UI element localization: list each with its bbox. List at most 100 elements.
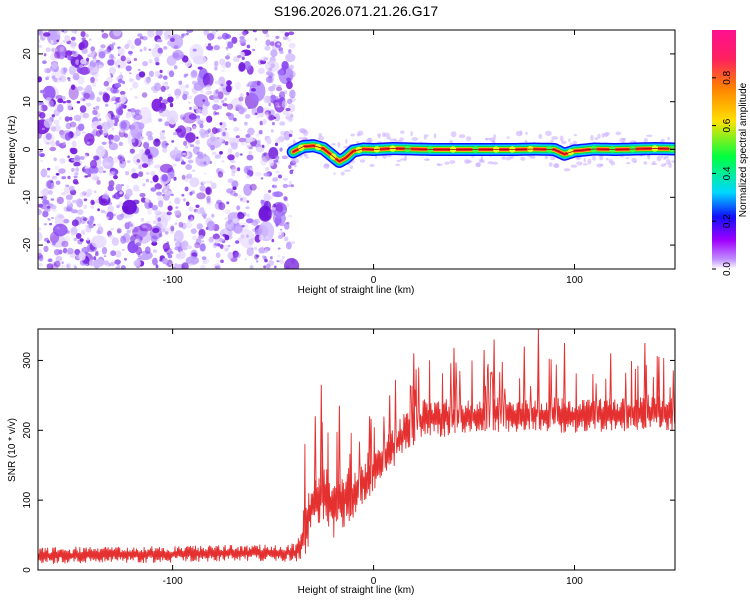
noise-blob (196, 192, 206, 200)
halo-blob (356, 133, 361, 137)
noise-blob (174, 197, 181, 205)
noise-blob (112, 30, 122, 37)
noise-blob (116, 214, 124, 221)
noise-blob (76, 100, 81, 104)
noise-blob (156, 191, 163, 196)
noise-blob (108, 234, 115, 240)
noise-blob (227, 41, 234, 49)
noise-blob (251, 87, 256, 92)
noise-blob (138, 71, 146, 78)
noise-blob (124, 257, 127, 261)
snr-spike (319, 384, 323, 503)
noise-blob (167, 96, 174, 103)
noise-blob (75, 59, 80, 65)
noise-blob (176, 125, 186, 138)
noise-blob (95, 258, 105, 267)
noise-blob (193, 82, 204, 91)
noise-blob (71, 30, 78, 34)
noise-blob (38, 30, 44, 35)
y-tick-label: 200 (22, 422, 33, 439)
noise-blob (211, 213, 215, 218)
noise-blob (259, 120, 263, 126)
noise-blob (40, 195, 48, 201)
noise-blob (154, 164, 161, 169)
noise-blob (231, 36, 238, 44)
noise-blob (220, 83, 224, 87)
y-tick-label: 20 (22, 48, 33, 60)
noise-blob (86, 141, 90, 145)
noise-blob (289, 64, 294, 70)
noise-blob (110, 250, 116, 257)
noise-blob (269, 41, 275, 47)
noise-blob (126, 185, 130, 189)
noise-blob (75, 167, 79, 173)
noise-blob (41, 127, 46, 131)
noise-blob (201, 256, 207, 260)
x-tick-label: -100 (163, 275, 183, 286)
noise-blob (52, 261, 55, 265)
noise-blob (246, 174, 251, 179)
noise-blob (185, 132, 196, 143)
noise-blob (90, 159, 97, 169)
y-tick-label: 10 (22, 96, 33, 108)
noise-blob (94, 252, 99, 257)
colorbar-ticks: 0.0 0.2 0.4 0.6 0.8 (712, 70, 733, 276)
noise-blob (101, 121, 111, 130)
noise-blob (285, 53, 296, 63)
halo-blob (671, 160, 675, 163)
noise-blob (124, 171, 130, 176)
noise-blob (181, 114, 185, 117)
noise-blob (230, 142, 238, 150)
noise-blob (288, 31, 295, 36)
noise-blob (132, 81, 139, 89)
halo-blob (449, 160, 456, 164)
noise-blob (183, 73, 187, 78)
noise-blob (83, 154, 88, 158)
noise-blob (98, 118, 102, 122)
noise-blob (52, 223, 68, 237)
noise-blob (209, 180, 213, 185)
noise-blob (232, 250, 239, 258)
halo-blob (436, 163, 443, 167)
noise-blob (232, 218, 239, 224)
noise-blob (106, 46, 112, 53)
noise-blob (179, 250, 186, 259)
noise-blob (154, 70, 160, 78)
noise-blob (286, 112, 294, 123)
noise-blob (39, 101, 44, 106)
halo-blob (464, 159, 471, 164)
noise-blob (38, 263, 43, 267)
noise-blob (271, 121, 275, 126)
noise-blob (247, 127, 255, 136)
noise-blob (139, 148, 145, 155)
noise-blob (133, 259, 141, 267)
noise-blob (282, 111, 290, 116)
noise-blob (231, 166, 238, 174)
noise-blob (47, 167, 51, 171)
noise-blob (181, 240, 189, 251)
noise-blob (213, 111, 217, 116)
noise-blob (61, 52, 66, 57)
noise-blob (57, 98, 64, 104)
noise-blob (225, 61, 232, 68)
noise-blob (105, 113, 112, 121)
noise-blob (288, 214, 293, 218)
noise-blob (238, 33, 242, 36)
noise-blob (275, 86, 283, 92)
noise-blob (105, 103, 109, 108)
noise-blob (159, 96, 163, 102)
noise-blob (147, 208, 153, 215)
noise-blob (40, 159, 44, 162)
halo-blob (399, 137, 404, 142)
noise-blob (53, 176, 57, 180)
noise-blob (185, 221, 193, 229)
noise-blob (114, 117, 119, 123)
noise-blob (221, 125, 226, 132)
snr-spike (412, 353, 416, 442)
noise-blob (282, 255, 285, 260)
noise-blob (265, 76, 273, 83)
halo-blob (331, 143, 337, 146)
noise-blob (108, 142, 119, 151)
noise-blob (163, 30, 169, 37)
noise-blob (240, 197, 243, 201)
